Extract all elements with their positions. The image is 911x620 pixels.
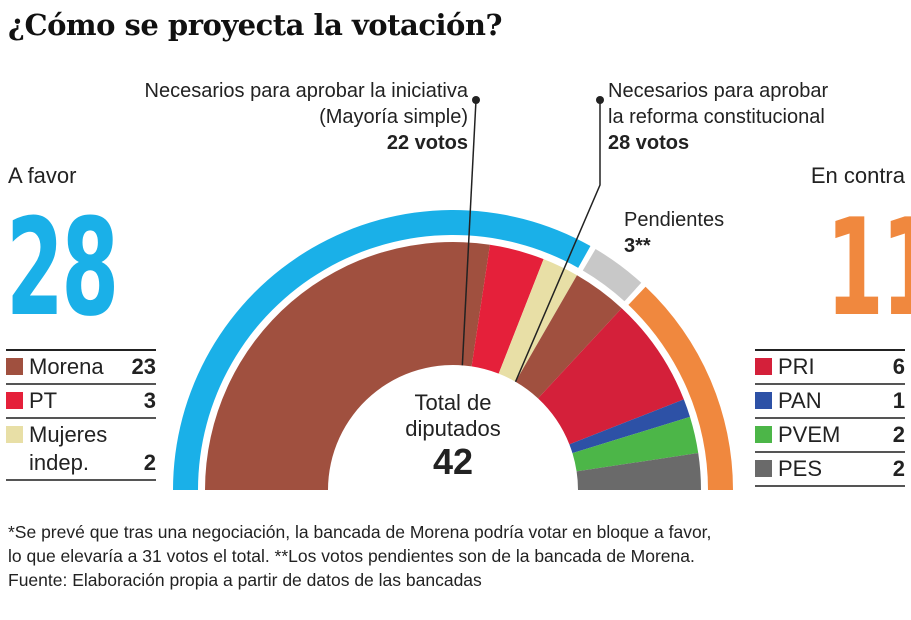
inner-ring-segment (471, 244, 544, 374)
leader-dot (472, 96, 480, 104)
inner-ring-segment (515, 275, 622, 399)
legend-name: PAN (778, 388, 822, 413)
outer-ring-segment (582, 248, 642, 302)
legend-name: PES (778, 456, 823, 481)
center-line: Total de (414, 390, 492, 415)
legend-swatch (755, 460, 772, 477)
legend-value: 1 (892, 388, 905, 413)
legend-name: PVEM (778, 422, 841, 447)
legend-favor: Morena 23 PT 3 Mujeres indep. 2 (6, 349, 156, 481)
leader-dot (596, 96, 604, 104)
center-line: diputados (405, 416, 501, 441)
footnote-line: lo que elevaría a 31 votos el total. **L… (8, 546, 695, 566)
outer-ring-segment (628, 286, 733, 490)
center-number: 42 (432, 441, 474, 482)
legend-swatch (755, 358, 772, 375)
legend-swatch (6, 392, 23, 409)
page-title: ¿Cómo se proyecta la votación? (8, 8, 502, 42)
annotation-line: Necesarios para aprobar la iniciativa (144, 80, 469, 102)
annotation-votes: 22 votos (386, 132, 468, 154)
pending-label: Pendientes (624, 209, 725, 231)
contra-total: 11 (826, 190, 911, 346)
legend-value: 2 (892, 456, 905, 481)
inner-ring-segment (205, 241, 490, 490)
legend-name: Mujeres indep. (29, 422, 108, 475)
inner-ring-segment (498, 259, 577, 382)
annotation-line: (Mayoría simple) (319, 106, 468, 128)
simple-majority-annotation: Necesarios para aprobar la iniciativa (M… (145, 78, 469, 156)
annotation-line: Necesarios para aprobar (608, 80, 829, 102)
legend-contra: PRI 6 PAN 1 PVEM 2 PES 2 (755, 349, 905, 487)
annotation-line: la reforma constitucional (608, 106, 825, 128)
source-line: Fuente: Elaboración propia a partir de d… (8, 570, 482, 590)
pending-annotation: Pendientes 3** (624, 207, 724, 259)
inner-ring-segment (572, 416, 699, 472)
contra-label: En contra (810, 163, 905, 188)
legend-item: PAN 1 (755, 385, 905, 419)
favor-total: 28 (6, 190, 119, 346)
legend-item: PVEM 2 (755, 419, 905, 453)
footnote-line: *Se prevé que tras una negociación, la b… (8, 522, 712, 542)
legend-name: Morena (29, 354, 104, 379)
legend-name: PT (29, 388, 58, 413)
legend-swatch (6, 358, 23, 375)
legend-swatch (6, 426, 23, 443)
constitutional-leader (514, 100, 601, 383)
simple-majority-leader (461, 99, 477, 366)
favor-label: A favor (8, 163, 77, 188)
legend-item: Mujeres indep. 2 (6, 419, 156, 481)
legend-item: Morena 23 (6, 351, 156, 385)
legend-value: 2 (892, 422, 905, 447)
inner-ring-segment (538, 308, 684, 445)
footnote: *Se prevé que tras una negociación, la b… (8, 520, 711, 592)
legend-value: 3 (143, 388, 156, 413)
legend-item: PT 3 (6, 385, 156, 419)
legend-item: PRI 6 (755, 351, 905, 385)
legend-swatch (755, 392, 772, 409)
inner-ring-segment (576, 453, 701, 490)
outer-ring-segment (173, 209, 591, 490)
pending-value: 3** (624, 235, 651, 257)
legend-value: 6 (892, 354, 905, 379)
legend-value: 2 (143, 450, 156, 475)
constitutional-annotation: Necesarios para aprobar la reforma const… (608, 78, 828, 156)
legend-swatch (755, 426, 772, 443)
inner-ring-segment (569, 399, 690, 454)
legend-value: 23 (131, 354, 156, 379)
legend-item: PES 2 (755, 453, 905, 487)
annotation-votes: 28 votos (608, 132, 690, 154)
center-total: Total de diputados 42 (363, 390, 543, 482)
legend-name: PRI (778, 354, 815, 379)
